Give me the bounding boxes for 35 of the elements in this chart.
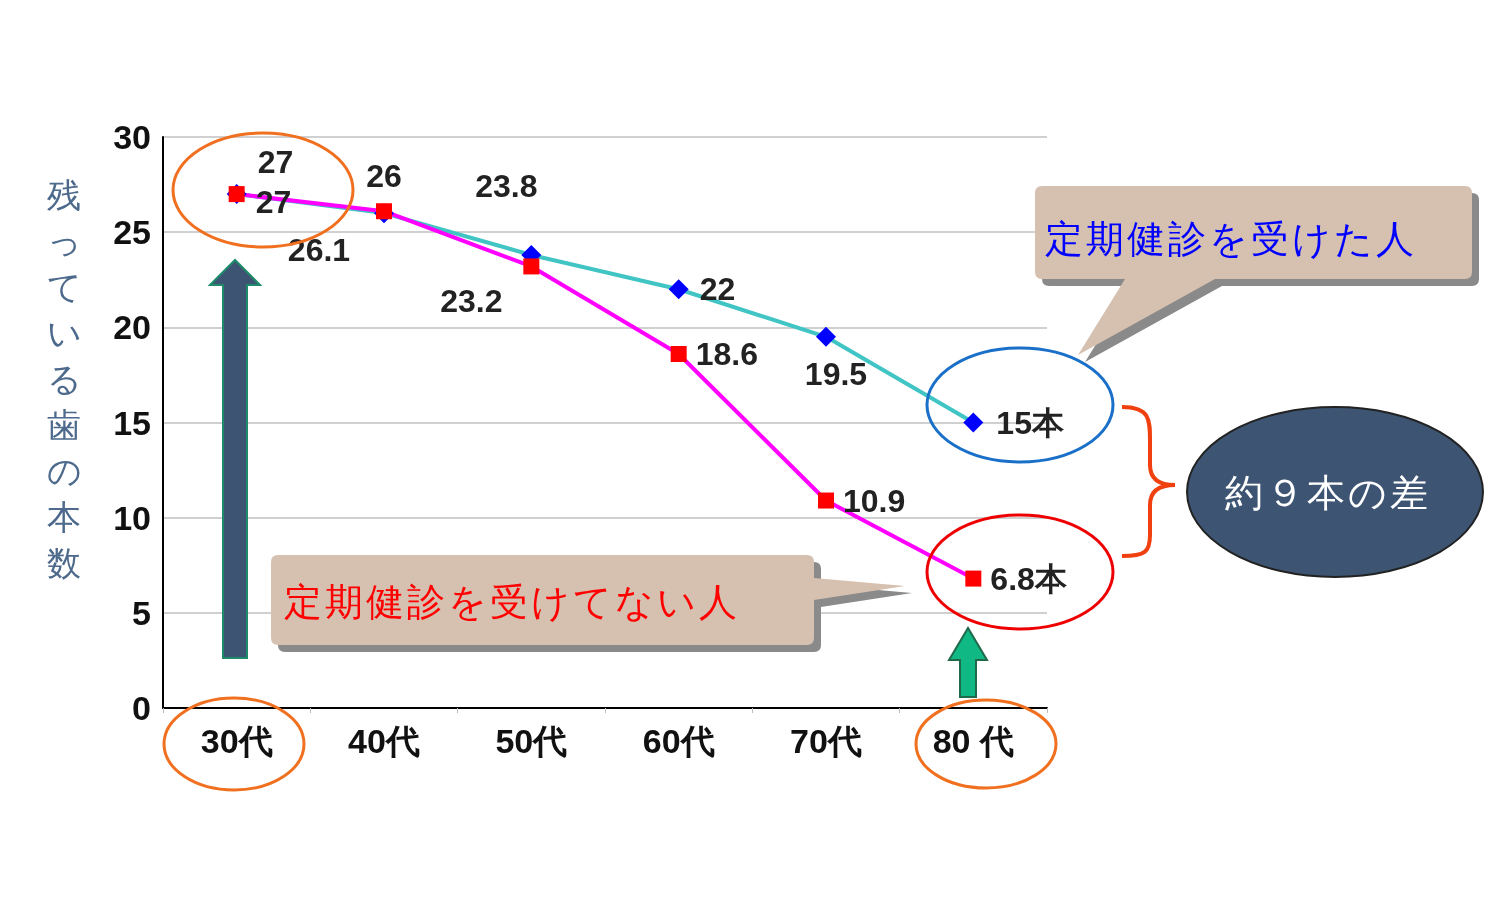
y-tick-label: 10 bbox=[113, 498, 151, 537]
point bbox=[668, 279, 689, 300]
y-tick-label: 15 bbox=[113, 403, 151, 442]
data-label: 6.8本 bbox=[990, 560, 1068, 597]
data-label: 23.2 bbox=[440, 283, 503, 320]
y-tick-label: 20 bbox=[113, 308, 151, 347]
y-tick-label: 30 bbox=[113, 118, 151, 156]
data-label: 27 bbox=[257, 144, 294, 181]
x-tick-label: 30代 bbox=[200, 722, 273, 760]
data-label: 15本 bbox=[996, 404, 1065, 441]
y-tick-label: 5 bbox=[132, 593, 151, 632]
x-tick-label: 40代 bbox=[348, 722, 420, 760]
data-label: 26.1 bbox=[287, 232, 351, 269]
y-tick-label: 25 bbox=[113, 213, 151, 252]
x-tick-label: 70代 bbox=[790, 722, 862, 760]
point bbox=[963, 412, 984, 433]
data-label: 22 bbox=[699, 271, 736, 308]
point bbox=[816, 326, 836, 347]
data-label: 19.5 bbox=[804, 355, 868, 392]
point bbox=[523, 258, 540, 275]
data-label: 18.6 bbox=[695, 335, 758, 372]
point bbox=[670, 345, 687, 362]
text: 残っている歯の本数 bbox=[46, 175, 82, 583]
point bbox=[965, 570, 982, 587]
data-label: 23.8 bbox=[475, 168, 538, 205]
y-tick-label: 0 bbox=[132, 689, 151, 727]
x-tick-label: 50代 bbox=[495, 722, 568, 760]
point bbox=[818, 492, 834, 509]
data-label: 26 bbox=[366, 158, 402, 195]
text: 定期健診を受けた人 bbox=[1045, 217, 1417, 261]
x-tick-label: 60代 bbox=[642, 722, 715, 760]
x-tick-label: 80 代 bbox=[932, 722, 1014, 760]
text: 約９本の差 bbox=[1225, 471, 1431, 515]
data-label: 10.9 bbox=[843, 482, 906, 519]
text: 定期健診を受けてない人 bbox=[284, 580, 740, 624]
